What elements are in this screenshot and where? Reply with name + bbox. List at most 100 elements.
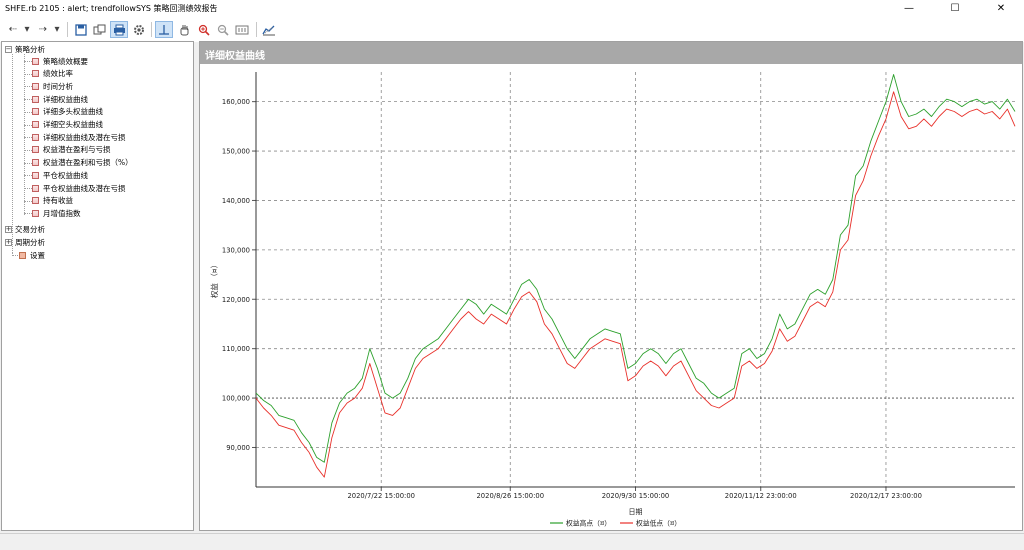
pan-button[interactable] — [175, 21, 192, 38]
back-button[interactable]: ⇠ — [6, 21, 20, 38]
tree-connector — [24, 137, 32, 139]
tree-connector — [24, 99, 32, 101]
copy-button[interactable] — [91, 21, 108, 38]
tree-item[interactable]: 月增值指数 — [32, 207, 81, 219]
y-tick-label: 160,000 — [222, 98, 250, 106]
tree-item-label: 详细多头权益曲线 — [43, 107, 103, 117]
report-page-icon — [32, 197, 39, 205]
tree-item[interactable]: 权益潜在盈利与亏损 — [32, 144, 111, 156]
report-page-icon — [32, 95, 39, 103]
back-arrow-icon: ⇠ — [8, 24, 18, 35]
y-tick-label: 130,000 — [222, 246, 250, 254]
expand-icon[interactable]: + — [5, 224, 12, 233]
tree-connector — [24, 149, 32, 151]
expand-icon[interactable]: + — [5, 237, 12, 246]
legend-label: 权益低点（¤） — [636, 519, 681, 528]
tree-node-label: 设置 — [30, 250, 45, 260]
tree-connector — [24, 61, 32, 62]
close-icon: ✕ — [996, 3, 1006, 14]
series-line-low — [255, 91, 1016, 478]
hand-icon — [180, 24, 188, 35]
tree-root-label: 策略分析 — [15, 44, 45, 54]
tree-item[interactable]: 平仓权益曲线及潜在亏损 — [32, 182, 126, 194]
tree-item-label: 时间分析 — [43, 81, 73, 91]
series-line-high — [255, 74, 1016, 463]
tree-item[interactable]: 时间分析 — [32, 80, 73, 92]
tree-item-label: 详细权益曲线及潜在亏损 — [43, 132, 126, 142]
tree-node-label: 周期分析 — [15, 237, 45, 247]
forward-dropdown[interactable]: ▾ — [52, 21, 62, 38]
tree-item[interactable]: 策略绩效概要 — [32, 55, 88, 67]
x-tick-label: 2020/12/17 23:00:00 — [850, 492, 922, 500]
printer-icon — [113, 24, 125, 35]
zoom-in-button[interactable] — [195, 21, 212, 38]
forward-button[interactable]: ⇢ — [36, 21, 50, 38]
tree-item[interactable]: 绩效比率 — [32, 68, 73, 80]
toolbar-separator — [151, 22, 152, 37]
tree-item-label: 权益潜在盈利与亏损 — [43, 145, 111, 155]
report-page-icon — [32, 121, 39, 128]
tree-item[interactable]: 详细权益曲线 — [32, 93, 88, 105]
equity-chart: 2020/7/22 15:00:00 2020/8/26 15:00:00 2020… — [209, 72, 1016, 528]
tree-item-label: 权益潜在盈利和亏损（%） — [43, 158, 133, 168]
minimize-icon: — — [904, 3, 914, 14]
tree-item[interactable]: 权益潜在盈利和亏损（%） — [32, 157, 133, 169]
tree-item[interactable]: 持有收益 — [32, 195, 73, 207]
report-page-icon — [32, 146, 39, 154]
report-page-icon — [32, 133, 39, 141]
crosshair-button[interactable] — [155, 21, 173, 38]
legend-label: 权益高点（¤） — [566, 519, 611, 528]
y-tick-label: 140,000 — [222, 197, 250, 205]
panel-title: 详细权益曲线 — [205, 51, 265, 62]
zoom-out-button[interactable] — [214, 21, 231, 38]
save-button[interactable] — [72, 21, 89, 38]
tree-connector — [24, 213, 32, 215]
report-page-icon — [32, 171, 39, 179]
report-panel: 详细权益曲线 2020/7/22 15:00:00 2020/8/26 15:00… — [199, 41, 1023, 531]
tree-item[interactable]: 详细多头权益曲线 — [32, 106, 103, 118]
tree-connector — [24, 124, 32, 126]
window-title: SHFE.rb 2105 : alert; trendfollowSYS 策略回… — [5, 4, 218, 13]
title-bar: SHFE.rb 2105 : alert; trendfollowSYS 策略回… — [0, 0, 1024, 17]
zoom-out-icon — [217, 24, 229, 36]
forward-arrow-icon: ⇢ — [38, 24, 48, 35]
collapse-icon[interactable]: − — [5, 44, 12, 53]
x-axis-label: 日期 — [629, 508, 643, 516]
report-page-icon — [32, 82, 39, 90]
settings-button[interactable] — [130, 21, 147, 38]
tree-item[interactable]: 详细空头权益曲线 — [32, 119, 103, 131]
back-dropdown[interactable]: ▾ — [22, 21, 32, 38]
maximize-button[interactable]: ☐ — [932, 0, 978, 17]
tree-connector — [24, 111, 32, 113]
y-tick-label: 100,000 — [222, 395, 250, 403]
tree-connector — [12, 255, 20, 256]
tree-node-settings[interactable]: 设置 — [19, 249, 45, 261]
x-tick-label: 2020/11/12 23:00:00 — [725, 492, 797, 500]
report-tree: − 策略分析 策略绩效概要绩效比率 时间分析详细权益曲线详细多头权益曲线 详细空头权… — [1, 41, 194, 531]
tree-item-label: 持有收益 — [43, 196, 73, 206]
chevron-down-icon: ▾ — [54, 24, 60, 35]
toolbar-separator — [67, 22, 68, 37]
minimize-button[interactable]: — — [886, 0, 932, 17]
tree-item-label: 月增值指数 — [43, 208, 81, 218]
tree-item-label: 详细空头权益曲线 — [43, 120, 103, 129]
tree-item[interactable]: 详细权益曲线及潜在亏损 — [32, 131, 126, 143]
save-icon — [74, 23, 87, 36]
maximize-icon: ☐ — [950, 3, 960, 14]
tree-root-strategy-analysis[interactable]: − 策略分析 — [5, 43, 45, 55]
close-button[interactable]: ✕ — [978, 0, 1024, 17]
tree-node-period-analysis[interactable]: + 周期分析 — [5, 236, 45, 248]
chart-style-button[interactable] — [260, 21, 278, 38]
print-button[interactable] — [110, 21, 128, 38]
settings-icon — [19, 251, 26, 259]
zoom-fit-button[interactable] — [233, 21, 251, 38]
chart-style-icon — [262, 25, 275, 35]
tree-item-label: 策略绩效概要 — [43, 56, 88, 66]
report-page-icon — [32, 184, 39, 192]
tree-node-trade-analysis[interactable]: + 交易分析 — [5, 223, 45, 235]
y-tick-label: 150,000 — [222, 148, 250, 156]
tree-item[interactable]: 平仓权益曲线 — [32, 169, 88, 181]
tree-guide — [12, 252, 13, 256]
tree-guide — [12, 54, 13, 251]
zoom-fit-icon — [235, 25, 249, 34]
